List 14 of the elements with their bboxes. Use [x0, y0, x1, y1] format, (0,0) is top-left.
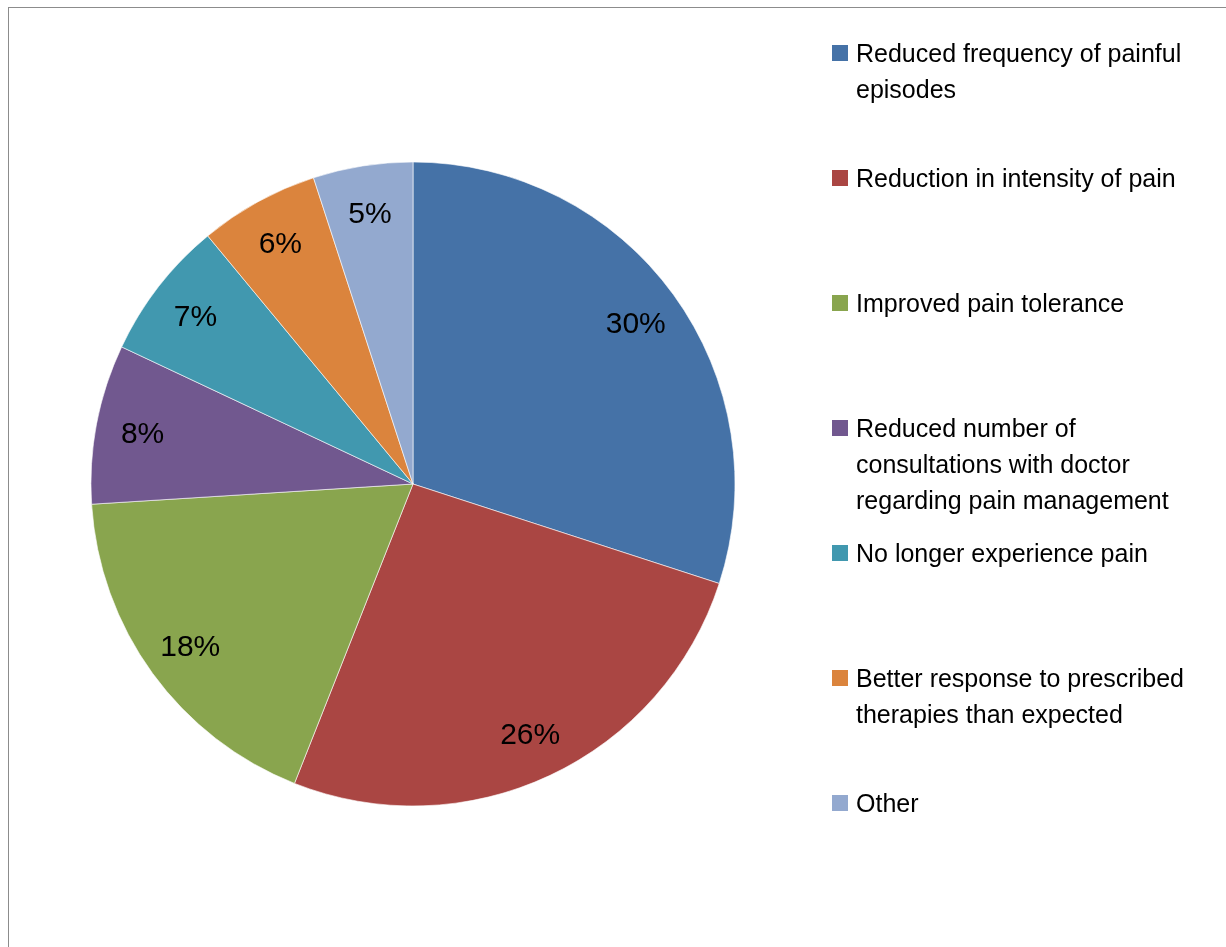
data-label: 8%	[120, 415, 165, 449]
data-label: 6%	[258, 226, 303, 260]
data-label: 26%	[500, 716, 561, 750]
legend-label: No longer experience pain	[856, 538, 1149, 569]
data-label: 18%	[160, 629, 221, 663]
legend-label: Other	[856, 788, 920, 819]
legend-label: Reduction in intensity of pain	[856, 163, 1177, 194]
legend-label: Improved pain tolerance	[856, 288, 1126, 319]
data-label: 7%	[173, 298, 218, 332]
legend-label: Better response to prescribed therapies than expected	[856, 663, 1185, 730]
data-label: 30%	[605, 305, 666, 339]
legend-label: Reduced number of consultations with doctor regarding pain management	[856, 413, 1170, 516]
data-label: 5%	[348, 195, 392, 229]
legend-label: Reduced frequency of painful episodes	[856, 38, 1183, 105]
